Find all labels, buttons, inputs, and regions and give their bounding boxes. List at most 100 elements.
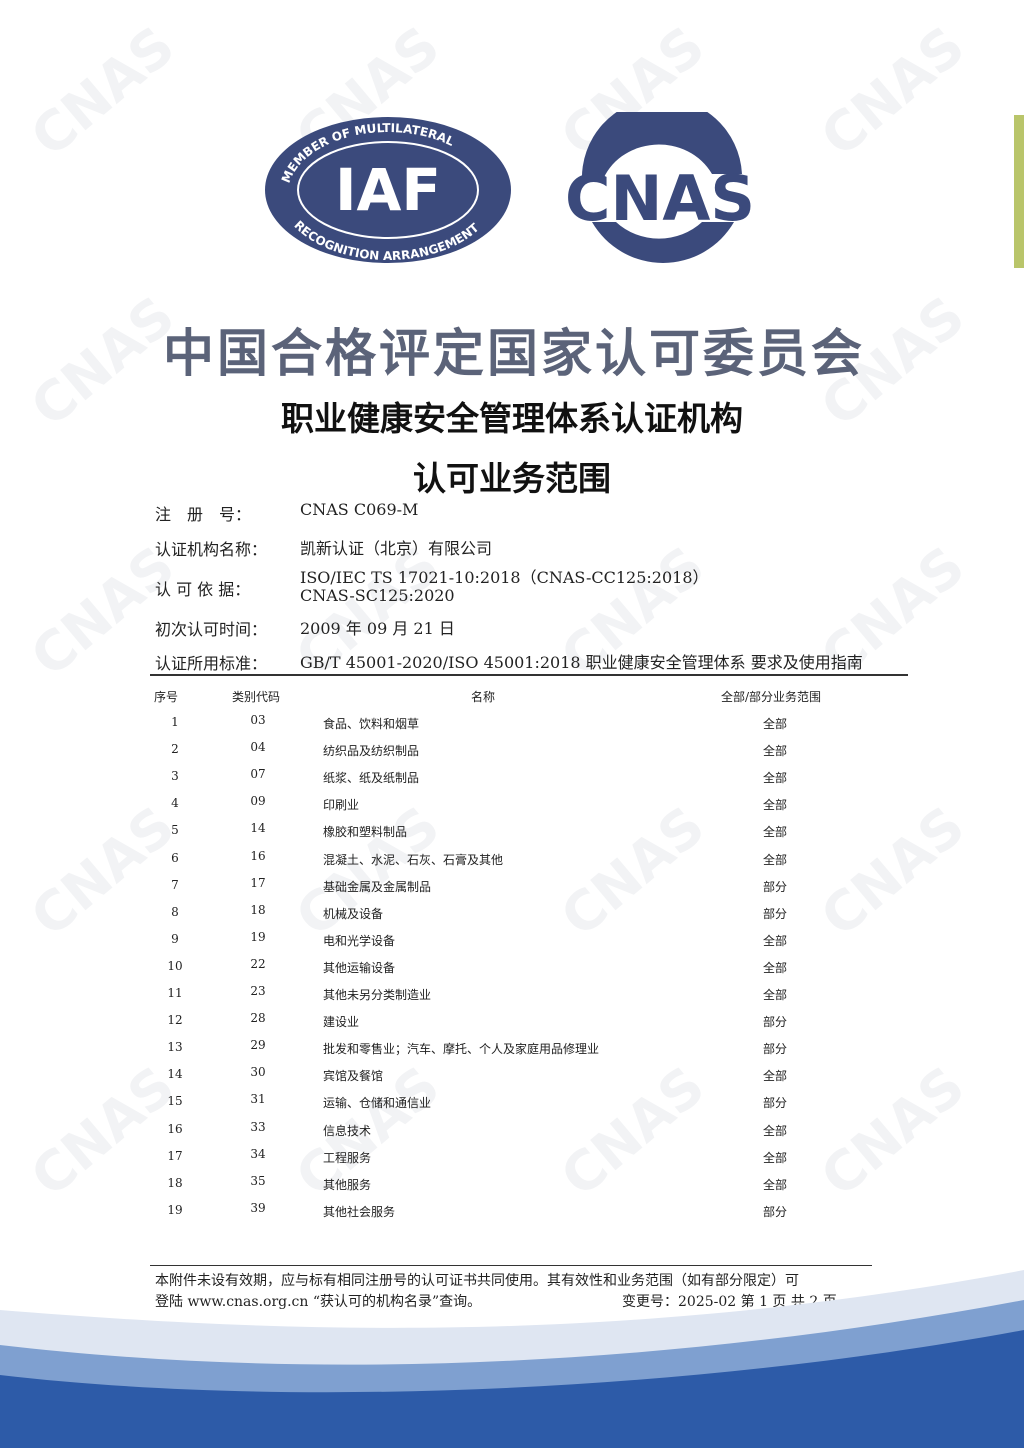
cell-code: 39 xyxy=(250,1200,266,1215)
cell-seq: 2 xyxy=(171,742,179,757)
cell-name: 建设业 xyxy=(323,1015,360,1030)
cell-code: 31 xyxy=(250,1092,266,1107)
cell-code: 30 xyxy=(250,1065,266,1080)
cnas-watermark: CNAS xyxy=(809,794,977,949)
cell-seq: 12 xyxy=(167,1013,183,1028)
cell-scope: 部分 xyxy=(762,879,787,894)
cell-seq: 18 xyxy=(167,1175,183,1190)
cell-seq: 13 xyxy=(167,1040,183,1055)
cell-scope: 全部 xyxy=(762,771,787,786)
cell-scope: 全部 xyxy=(762,960,787,975)
cell-scope: 全部 xyxy=(762,852,787,867)
cell-scope: 全部 xyxy=(762,1177,787,1192)
footer-divider xyxy=(150,1265,872,1266)
cell-seq: 16 xyxy=(167,1121,183,1136)
cell-scope: 部分 xyxy=(762,1015,787,1030)
organization-title: 中国合格评定国家认可委员会 xyxy=(162,325,865,384)
cell-seq: 8 xyxy=(171,904,179,919)
cell-code: 35 xyxy=(250,1173,266,1188)
header-seq: 序号 xyxy=(154,690,179,704)
cell-code: 03 xyxy=(250,713,266,727)
cell-seq: 6 xyxy=(171,850,179,865)
cell-name: 混凝土、水泥、石灰、石膏及其他 xyxy=(323,852,504,867)
cell-seq: 15 xyxy=(167,1094,183,1109)
cell-name: 工程服务 xyxy=(323,1150,372,1165)
cell-scope: 全部 xyxy=(762,1069,787,1084)
cnas-watermark: CNAS xyxy=(809,1054,977,1209)
cell-code: 04 xyxy=(250,740,266,755)
cell-scope: 部分 xyxy=(762,1204,787,1219)
cell-name: 基础金属及金属制品 xyxy=(323,879,432,894)
cell-code: 23 xyxy=(250,984,266,998)
cell-code: 14 xyxy=(250,821,266,836)
cell-name: 其他社会服务 xyxy=(323,1204,396,1219)
cell-name: 运输、仓储和通信业 xyxy=(323,1096,432,1111)
cell-scope: 全部 xyxy=(762,717,787,731)
cell-code: 29 xyxy=(250,1038,266,1053)
cell-seq: 4 xyxy=(171,796,179,811)
cell-scope: 部分 xyxy=(762,1096,787,1111)
cell-name: 电和光学设备 xyxy=(323,933,396,948)
cell-seq: 11 xyxy=(167,986,183,1000)
cell-scope: 全部 xyxy=(762,825,787,840)
cnas-logo: CNAS xyxy=(565,112,755,263)
cell-scope: 全部 xyxy=(762,1150,787,1165)
info-value-basis-2: CNAS-SC125:2020 xyxy=(300,586,455,605)
iaf-logo: IAF MEMBER OF MULTILATERAL RECOGNITION A… xyxy=(265,117,511,263)
cell-seq: 5 xyxy=(171,823,179,838)
cell-seq: 7 xyxy=(171,877,179,892)
cnas-watermark: CNAS xyxy=(549,794,717,949)
cnas-watermark: CNAS xyxy=(19,794,187,949)
cell-name: 批发和零售业；汽车、摩托、个人及家庭用品修理业 xyxy=(323,1042,600,1057)
cell-seq: 9 xyxy=(171,931,179,946)
cnas-watermark: CNAS xyxy=(809,14,977,169)
info-value-standard: GB/T 45001-2020/ISO 45001:2018 职业健康安全管理体… xyxy=(300,653,863,672)
info-value-body-name: 凯新认证（北京）有限公司 xyxy=(300,539,493,558)
info-label-registration: 注 册 号： xyxy=(155,505,252,524)
info-label-basis: 认 可 依 据： xyxy=(155,580,251,599)
footer-note-line1: 本附件未设有效期，应与标有相同注册号的认可证书共同使用。其有效性和业务范围（如有… xyxy=(155,1273,799,1289)
cell-name: 宾馆及餐馆 xyxy=(323,1069,384,1084)
cell-code: 33 xyxy=(250,1119,266,1134)
cell-code: 19 xyxy=(250,929,266,944)
cell-name: 其他服务 xyxy=(323,1177,372,1192)
info-value-basis: ISO/IEC TS 17021-10:2018（CNAS-CC125:2018… xyxy=(300,568,709,587)
cell-seq: 1 xyxy=(171,715,179,729)
info-label-initial-date: 初次认可时间： xyxy=(155,620,268,639)
change-page-info: 变更号：2025-02 第 1 页 共 2 页 xyxy=(622,1294,837,1310)
header-code: 类别代码 xyxy=(232,690,281,704)
cell-scope: 部分 xyxy=(762,906,787,921)
iaf-text: IAF xyxy=(335,156,441,224)
cell-name: 其他未另分类制造业 xyxy=(323,988,432,1002)
cell-seq: 19 xyxy=(167,1202,183,1217)
cell-scope: 全部 xyxy=(762,798,787,813)
cell-name: 其他运输设备 xyxy=(323,960,396,975)
cell-seq: 3 xyxy=(171,769,179,784)
cell-code: 07 xyxy=(250,767,266,782)
cell-name: 橡胶和塑料制品 xyxy=(323,825,408,840)
cell-scope: 全部 xyxy=(762,988,787,1002)
cell-name: 信息技术 xyxy=(323,1123,372,1138)
cell-scope: 部分 xyxy=(762,1042,787,1057)
cnas-watermark: CNAS xyxy=(284,794,452,949)
cnas-watermark: CNAS xyxy=(549,1054,717,1209)
info-label-body-name: 认证机构名称： xyxy=(155,540,268,559)
edge-strip xyxy=(1014,115,1024,268)
document-subtitle: 认可业务范围 xyxy=(413,459,611,498)
cell-name: 印刷业 xyxy=(323,798,360,813)
cell-code: 28 xyxy=(250,1011,266,1026)
cell-name: 机械及设备 xyxy=(323,906,384,921)
cell-seq: 10 xyxy=(167,958,183,973)
cell-name: 食品、饮料和烟草 xyxy=(323,717,420,731)
cell-name: 纺织品及纺织制品 xyxy=(323,744,420,759)
header-scope: 全部/部分业务范围 xyxy=(721,690,822,704)
cell-seq: 17 xyxy=(167,1148,183,1163)
footer-note-line2: 登陆 www.cnas.org.cn “获认可的机构名录”查询。 xyxy=(155,1294,482,1310)
document-title: 职业健康安全管理体系认证机构 xyxy=(281,399,743,438)
header-name: 名称 xyxy=(471,690,496,704)
info-label-standard: 认证所用标准： xyxy=(155,654,268,673)
cnas-watermark: CNAS xyxy=(19,14,187,169)
cell-code: 16 xyxy=(250,848,266,863)
cell-scope: 全部 xyxy=(762,933,787,948)
